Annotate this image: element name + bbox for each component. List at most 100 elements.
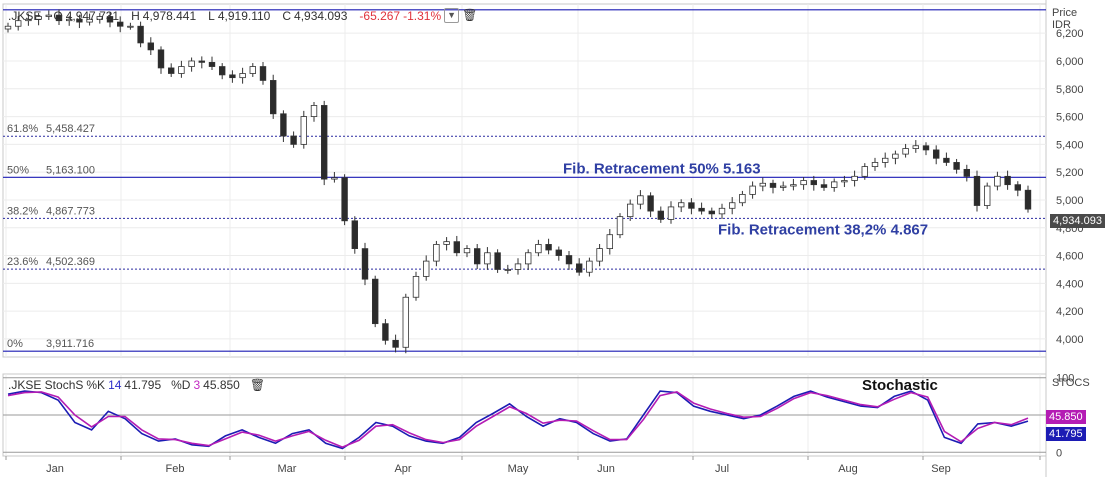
candle-body xyxy=(575,263,583,273)
stoch-d-period: 3 xyxy=(193,378,201,392)
open-label: O xyxy=(53,8,63,23)
candle-body xyxy=(45,14,53,17)
stoch-d-value: 45.850 xyxy=(203,378,240,392)
low-label: L xyxy=(208,8,215,23)
stoch-d-tag: 45.850 xyxy=(1046,410,1086,424)
candle-body xyxy=(779,185,787,188)
x-tick-label: Jun xyxy=(597,463,615,475)
fib-level-value: 5,458.427 xyxy=(46,123,95,135)
candle-body xyxy=(208,61,216,67)
close-label: C xyxy=(282,8,292,23)
candle-body xyxy=(963,168,971,177)
fib-level-value: 4,502.369 xyxy=(46,256,95,268)
candle-body xyxy=(392,339,399,348)
candle-body xyxy=(310,105,318,117)
candle-body xyxy=(932,149,940,159)
candle-body xyxy=(137,25,144,44)
candle-body xyxy=(402,296,410,348)
candle-body xyxy=(198,60,206,63)
candle-body xyxy=(239,73,246,79)
candle-body xyxy=(565,255,573,265)
candle-body xyxy=(320,105,328,180)
x-tick-label: Apr xyxy=(394,463,411,475)
candle-body xyxy=(167,67,175,74)
candle-body xyxy=(249,66,257,74)
trash-icon[interactable]: 🗑 xyxy=(462,8,478,22)
candle-body xyxy=(973,175,981,206)
candle-body xyxy=(300,116,308,145)
candle-body xyxy=(953,162,960,170)
candle-body xyxy=(820,184,828,188)
candle-body xyxy=(147,42,155,51)
fib-level-label: 50% xyxy=(7,164,29,176)
fib-level-label: 61.8% xyxy=(7,123,38,135)
candle-body xyxy=(800,180,807,186)
open-value: 4,947.731 xyxy=(65,8,120,23)
candle-body xyxy=(382,323,389,341)
candle-body xyxy=(769,182,777,188)
candle-body xyxy=(759,182,767,187)
candle-body xyxy=(351,220,359,249)
price-axis-title-line1: Price xyxy=(1052,7,1078,19)
candle-body xyxy=(1014,184,1022,191)
candle-body xyxy=(35,16,42,20)
candle-body xyxy=(4,25,12,30)
fib-level-label: 38.2% xyxy=(7,205,38,217)
candle-body xyxy=(902,148,909,155)
candle-body xyxy=(514,263,522,270)
candle-body xyxy=(994,175,1001,187)
candle-body xyxy=(14,20,22,27)
candle-body xyxy=(718,207,726,215)
candle-body xyxy=(463,248,471,254)
chevron-down-icon[interactable]: ▼ xyxy=(444,8,460,23)
stoch-axis-title: STOCS xyxy=(1052,377,1090,389)
high-label: H xyxy=(131,8,140,23)
candle-body xyxy=(331,177,338,180)
trash-icon[interactable]: 🗑 xyxy=(249,377,266,392)
y-tick-label: 5,400 xyxy=(1056,139,1084,151)
y-tick-label: 5,000 xyxy=(1056,195,1084,207)
y-tick-label: 5,800 xyxy=(1056,84,1084,96)
candle-body xyxy=(55,14,63,22)
candle-body xyxy=(892,153,899,159)
price-header: .JKSE O 4,947.731 H 4,978.441 L 4,919.11… xyxy=(8,8,478,23)
candle-body xyxy=(749,185,756,195)
candle-body xyxy=(677,202,685,208)
candle-body xyxy=(851,175,858,181)
candle-body xyxy=(657,210,665,220)
candle-body xyxy=(912,145,920,149)
y-tick-label: 4,200 xyxy=(1056,306,1084,318)
candle-body xyxy=(96,16,104,20)
candle-body xyxy=(728,202,736,209)
stoch-k-label: %K xyxy=(86,378,106,392)
y-tick-label: 4,400 xyxy=(1056,278,1084,290)
fib-level-value: 4,867.773 xyxy=(46,205,95,217)
candle-body xyxy=(871,162,879,168)
candle-body xyxy=(841,180,848,183)
candle-body xyxy=(647,195,654,212)
candle-body xyxy=(65,18,73,22)
candle-body xyxy=(412,275,420,298)
candle-body xyxy=(259,66,267,81)
x-tick-label: Aug xyxy=(838,463,858,475)
price-axis-title: Price IDR xyxy=(1052,7,1077,31)
candle-body xyxy=(453,241,461,254)
candle-body xyxy=(433,244,440,262)
candle-body xyxy=(790,184,797,187)
x-tick-label: Mar xyxy=(278,463,297,475)
low-value: 4,919.110 xyxy=(217,8,271,23)
candle-body xyxy=(116,21,124,27)
close-value: 4,934.093 xyxy=(294,8,348,23)
candle-body xyxy=(494,252,501,270)
stochastic-annotation: Stochastic xyxy=(862,377,938,394)
candle-body xyxy=(127,25,134,28)
candle-body xyxy=(688,202,695,209)
candle-body xyxy=(881,157,889,163)
candle-body xyxy=(545,244,552,251)
candle-body xyxy=(943,157,950,163)
change-value: -65.267 xyxy=(359,8,401,23)
y-tick-label: 5,600 xyxy=(1056,112,1084,124)
x-tick-label: May xyxy=(508,463,529,475)
x-tick-label: Jan xyxy=(46,463,64,475)
stoch-study-label: .JKSE StochS xyxy=(8,378,84,392)
